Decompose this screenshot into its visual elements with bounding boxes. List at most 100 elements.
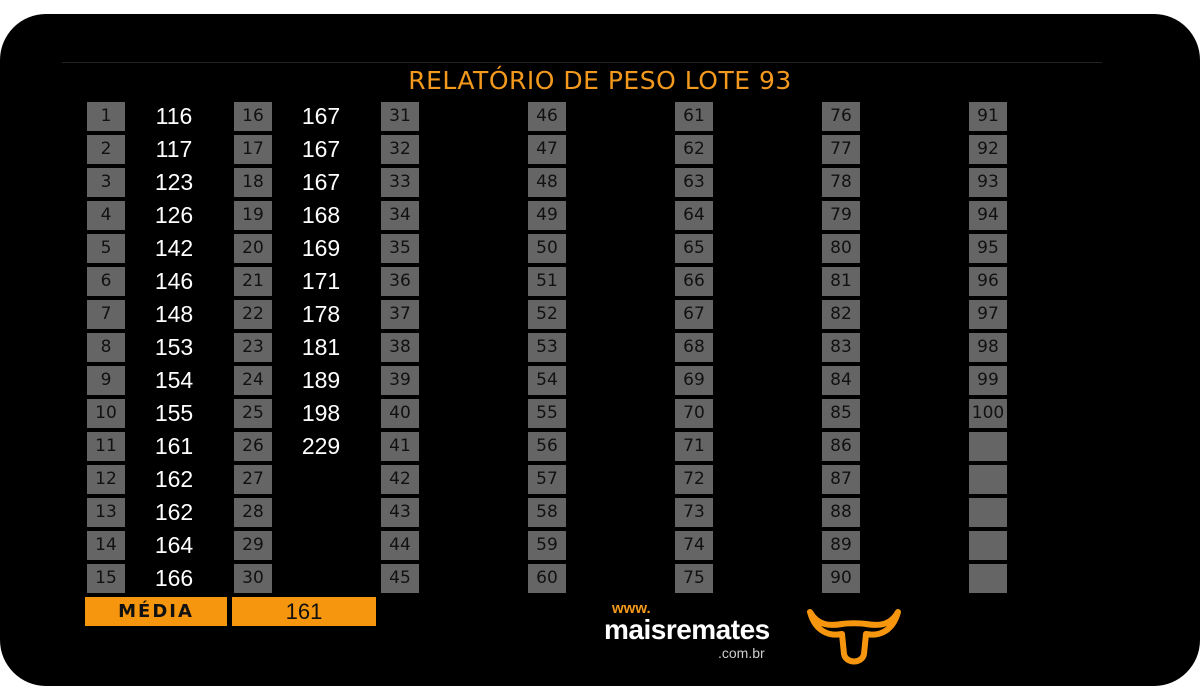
animal-number: 94 — [969, 201, 1007, 230]
animal-number: 73 — [675, 498, 713, 527]
animal-number: 50 — [528, 234, 566, 263]
animal-number: 71 — [675, 432, 713, 461]
animal-number: 91 — [969, 102, 1007, 131]
animal-number: 33 — [381, 168, 419, 197]
animal-number: 96 — [969, 267, 1007, 296]
logo-domain: .com.br — [718, 645, 765, 661]
animal-number: 19 — [234, 201, 272, 230]
animal-weight: 167 — [301, 103, 341, 129]
animal-number: 17 — [234, 135, 272, 164]
animal-number: 52 — [528, 300, 566, 329]
animal-number: 93 — [969, 168, 1007, 197]
animal-weight: 168 — [301, 202, 341, 228]
animal-weight: 117 — [155, 136, 193, 162]
animal-number: 66 — [675, 267, 713, 296]
animal-number: 76 — [822, 102, 860, 131]
animal-number: 35 — [381, 234, 419, 263]
animal-number: 98 — [969, 333, 1007, 362]
animal-number: 55 — [528, 399, 566, 428]
animal-weight: 169 — [301, 235, 341, 261]
animal-number: 23 — [234, 333, 272, 362]
animal-weight: 189 — [301, 367, 341, 393]
animal-weight: 167 — [301, 136, 341, 162]
animal-number: 46 — [528, 102, 566, 131]
animal-number: 13 — [87, 498, 125, 527]
animal-number: 100 — [969, 399, 1007, 428]
animal-weight: 146 — [154, 268, 194, 294]
animal-weight: 181 — [301, 334, 341, 360]
animal-weight: 162 — [154, 466, 194, 492]
animal-number: 95 — [969, 234, 1007, 263]
animal-number: 32 — [381, 135, 419, 164]
animal-number: 80 — [822, 234, 860, 263]
animal-number: 30 — [234, 564, 272, 593]
animal-weight: 162 — [154, 499, 194, 525]
animal-weight: 164 — [154, 532, 194, 558]
animal-number: 62 — [675, 135, 713, 164]
animal-number: 2 — [87, 135, 125, 164]
animal-number: 42 — [381, 465, 419, 494]
animal-number: 68 — [675, 333, 713, 362]
animal-number: 6 — [87, 267, 125, 296]
animal-weight: 198 — [301, 400, 341, 426]
animal-number: 44 — [381, 531, 419, 560]
animal-number: 83 — [822, 333, 860, 362]
animal-number: 60 — [528, 564, 566, 593]
animal-number: 37 — [381, 300, 419, 329]
animal-weight: 116 — [155, 103, 193, 129]
animal-number: 36 — [381, 267, 419, 296]
logo-www: www. — [612, 600, 651, 617]
animal-number: 10 — [87, 399, 125, 428]
animal-number: 7 — [87, 300, 125, 329]
animal-number: 25 — [234, 399, 272, 428]
animal-number: 21 — [234, 267, 272, 296]
animal-number: 61 — [675, 102, 713, 131]
animal-number: 89 — [822, 531, 860, 560]
animal-number: 48 — [528, 168, 566, 197]
animal-number: 45 — [381, 564, 419, 593]
animal-number: 8 — [87, 333, 125, 362]
animal-number: 11 — [87, 432, 125, 461]
animal-number: 86 — [822, 432, 860, 461]
animal-number: 5 — [87, 234, 125, 263]
animal-number: 24 — [234, 366, 272, 395]
animal-number: 72 — [675, 465, 713, 494]
animal-number: 70 — [675, 399, 713, 428]
animal-number: 26 — [234, 432, 272, 461]
animal-number: 57 — [528, 465, 566, 494]
animal-number: 34 — [381, 201, 419, 230]
animal-number: 39 — [381, 366, 419, 395]
animal-weight: 178 — [301, 301, 341, 327]
animal-number: 3 — [87, 168, 125, 197]
animal-number: 87 — [822, 465, 860, 494]
animal-weight: 155 — [154, 400, 194, 426]
animal-number: 97 — [969, 300, 1007, 329]
animal-number: 82 — [822, 300, 860, 329]
animal-number: 54 — [528, 366, 566, 395]
animal-number: 64 — [675, 201, 713, 230]
bull-head-icon — [807, 609, 901, 665]
animal-number: 79 — [822, 201, 860, 230]
animal-number: 78 — [822, 168, 860, 197]
animal-number: 15 — [87, 564, 125, 593]
animal-number: 92 — [969, 135, 1007, 164]
animal-weight: 166 — [154, 565, 194, 591]
animal-weight: 154 — [154, 367, 194, 393]
animal-number: 90 — [822, 564, 860, 593]
animal-number: 59 — [528, 531, 566, 560]
animal-weight: 126 — [154, 202, 194, 228]
animal-number: 18 — [234, 168, 272, 197]
animal-number: 67 — [675, 300, 713, 329]
animal-number: 47 — [528, 135, 566, 164]
animal-number: 88 — [822, 498, 860, 527]
animal-weight: 171 — [301, 268, 341, 294]
animal-number: 65 — [675, 234, 713, 263]
animal-number: 22 — [234, 300, 272, 329]
report-title: RELATÓRIO DE PESO LOTE 93 — [408, 66, 792, 95]
animal-number: 49 — [528, 201, 566, 230]
animal-weight: 148 — [154, 301, 194, 327]
animal-number: 63 — [675, 168, 713, 197]
animal-number: 27 — [234, 465, 272, 494]
logo-name: maisremates — [604, 614, 770, 645]
animal-number: 99 — [969, 366, 1007, 395]
